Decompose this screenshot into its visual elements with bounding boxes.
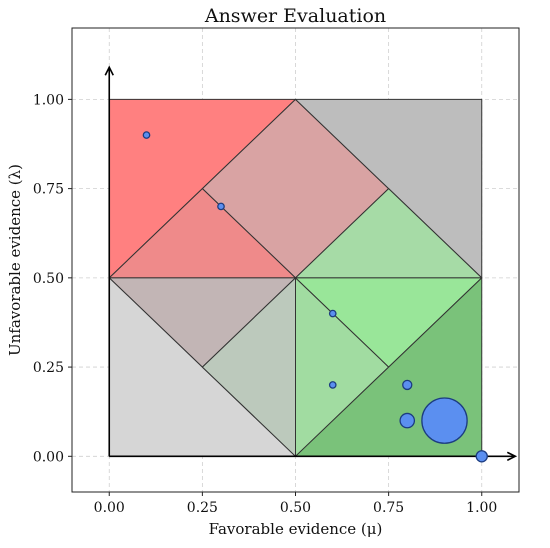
x-axis-label: Favorable evidence (μ) [209,520,383,538]
data-point [142,131,151,139]
y-tick-label: 0.50 [33,271,64,287]
regions-layer [108,98,483,457]
y-tick-label: 0.25 [33,360,64,376]
data-point [399,412,416,429]
y-axis-label: Unfavorable evidence (λ) [6,164,24,356]
data-point [328,381,337,389]
points-layer [142,131,488,463]
y-ticks: 0.00 0.25 0.50 0.75 1.00 [33,92,72,465]
y-tick-label: 1.00 [33,92,64,108]
y-tick-label: 0.75 [33,182,64,198]
x-tick-label: 0.50 [280,500,311,516]
chart-title: Answer Evaluation [204,5,386,27]
data-point [217,202,225,211]
axis-arrows [104,65,518,462]
x-tick-label: 0.00 [94,500,125,516]
x-tick-label: 1.00 [466,500,497,516]
y-tick-label: 0.00 [33,449,64,465]
data-point [475,450,488,463]
x-tick-label: 0.25 [187,500,218,516]
y-axis-arrowhead [104,65,114,76]
data-point [421,397,468,444]
x-axis-arrowhead [506,451,518,462]
data-point [402,379,413,391]
x-tick-label: 0.75 [373,500,404,516]
x-ticks: 0.00 0.25 0.50 0.75 1.00 [94,492,497,516]
data-point [328,309,337,318]
